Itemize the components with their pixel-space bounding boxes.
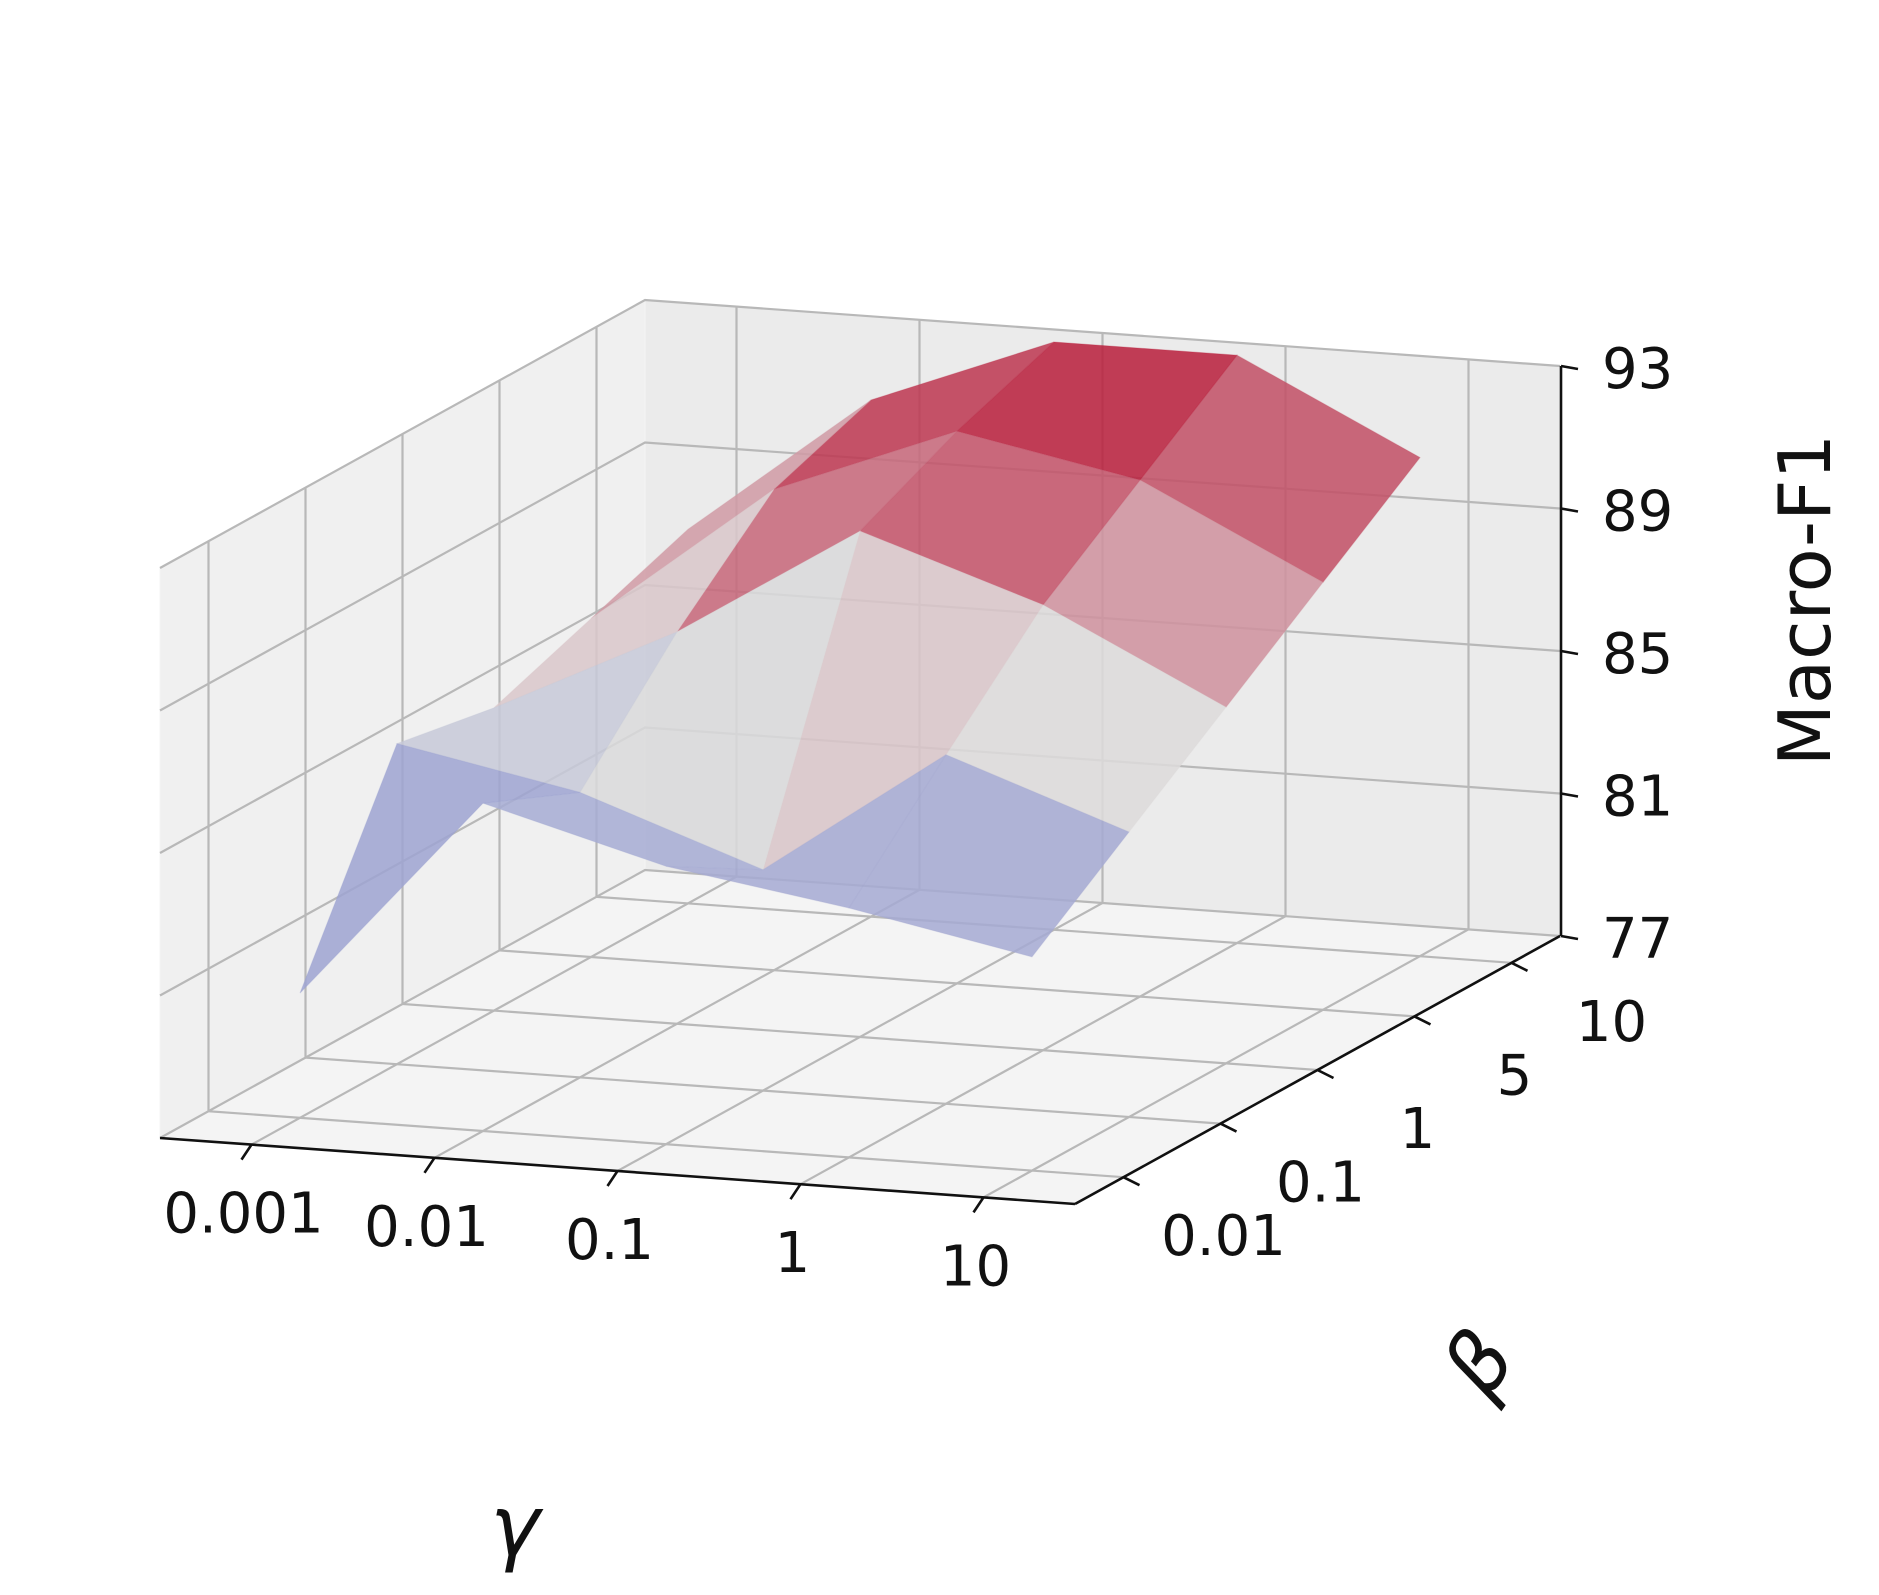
surface-patch [299,743,581,994]
surface-patch [848,754,1130,958]
x-tick [789,1183,802,1200]
z-tick-label: 81 [1602,765,1673,830]
x-tick [972,1196,985,1214]
y-tick-label: 0.01 [1161,1204,1286,1269]
z-tick [1560,934,1579,941]
x-axis-label: γ [490,1477,544,1575]
z-tick [1560,364,1579,371]
z-tick-label: 89 [1602,480,1673,545]
surface-patch [590,399,872,620]
y-tick [1413,1015,1432,1026]
y-tick [1122,1176,1141,1187]
z-axis-label: Macro-F1 [1763,434,1847,766]
y-tick-label: 5 [1497,1043,1533,1108]
z-tick [1560,649,1579,656]
x-tick [423,1157,436,1174]
x-tick-label: 0.01 [364,1195,489,1260]
y-tick-label: 10 [1576,990,1647,1055]
x-tick-label: 1 [775,1221,811,1286]
x-tick [240,1143,253,1161]
x-tick-label: 0.001 [163,1182,323,1247]
x-tick-label: 10 [940,1234,1011,1299]
x-tick [606,1170,619,1187]
surface-patch [859,430,1141,606]
z-tick-label: 77 [1602,907,1673,972]
x-tick-label: 0.1 [565,1208,654,1273]
z-tick-label: 85 [1602,622,1673,687]
z-grid-line [159,868,1561,1139]
y-axis-label: β [1423,1313,1535,1414]
y-tick [1510,961,1529,972]
y-tick-label: 0.1 [1276,1151,1365,1216]
y-tick-label: 1 [1400,1097,1436,1162]
surface-plot [299,341,1421,994]
z-tick-label: 93 [1602,337,1673,402]
y-tick [1316,1068,1335,1080]
z-grid-line [159,298,1561,569]
z-tick [1560,792,1579,798]
y-tick [1219,1122,1238,1133]
surface-patch [762,530,1044,871]
z-tick [1560,507,1579,513]
